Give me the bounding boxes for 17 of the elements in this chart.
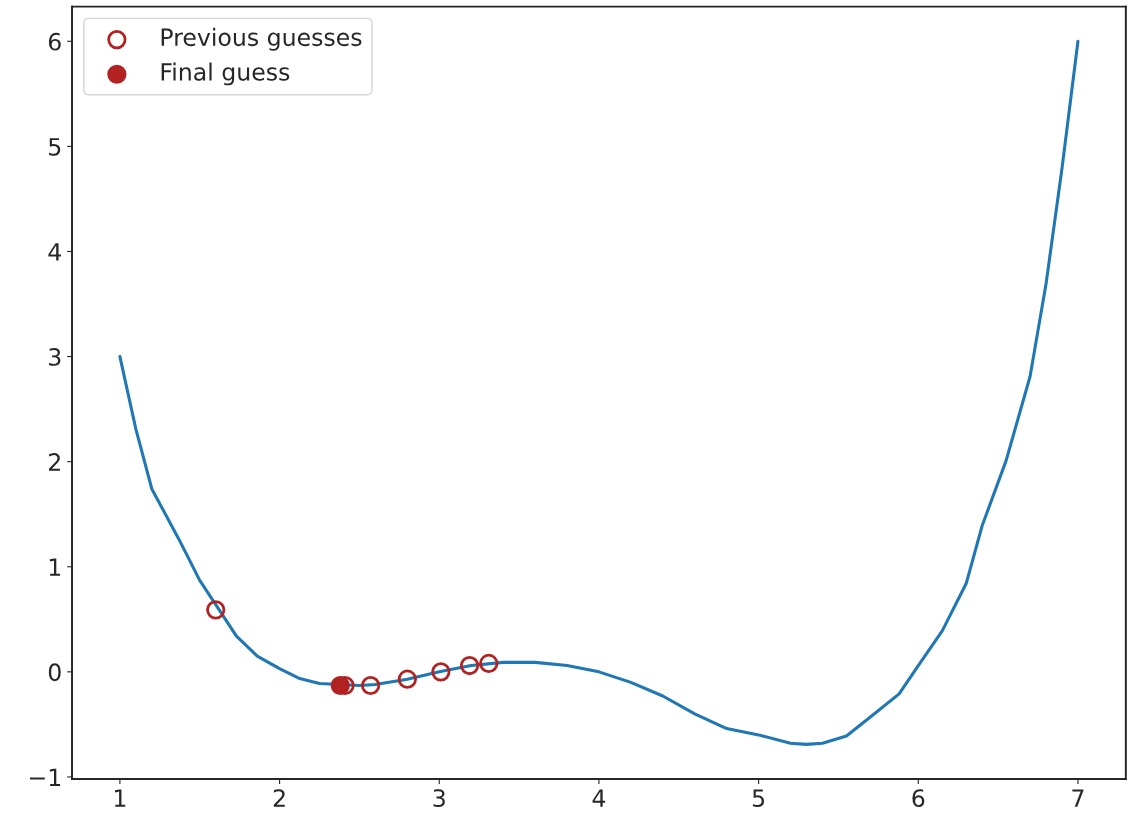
x-tick-label: 2 <box>273 789 285 807</box>
y-tick-label: 5 <box>49 138 61 156</box>
x-tick-label: 6 <box>912 789 925 808</box>
x-tick-label: 1 <box>114 789 126 807</box>
y-tick-label: 4 <box>48 243 61 261</box>
y-tick-label: 1 <box>49 558 61 576</box>
legend-label: Final guess <box>161 62 290 86</box>
y-tick-label: −1 <box>29 768 61 786</box>
y-tick-label: 2 <box>48 453 60 471</box>
x-tick-label: 5 <box>752 789 765 808</box>
y-tick-label: 0 <box>48 663 61 682</box>
y-tick-label: 3 <box>49 348 61 366</box>
x-tick-label: 3 <box>433 789 445 808</box>
y-tick-label: 6 <box>48 32 61 51</box>
x-tick-label: 7 <box>1072 789 1084 807</box>
legend-label: Previous guesses <box>161 27 362 51</box>
x-tick-label: 4 <box>592 789 606 807</box>
